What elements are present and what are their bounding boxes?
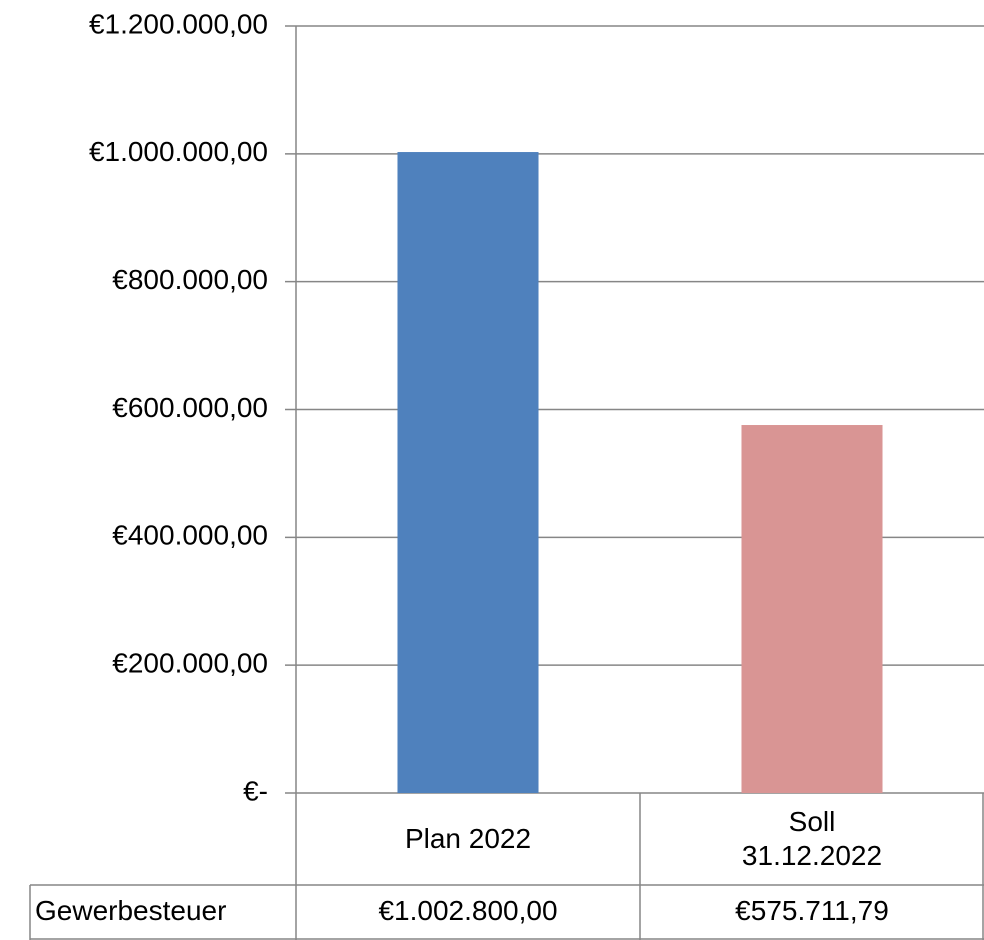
y-tick-label: €1.000.000,00 xyxy=(89,136,268,167)
x-tick-label: Plan 2022 xyxy=(404,823,532,854)
value-label: €575.711,79 xyxy=(735,895,889,926)
y-tick-label: €200.000,00 xyxy=(112,648,268,679)
category-cell: Plan 2022 xyxy=(404,823,532,854)
y-tick-label: €600.000,00 xyxy=(112,392,268,423)
x-tick-label: Soll 31.12.2022 xyxy=(741,806,883,871)
value-label: €1.002.800,00 xyxy=(378,895,557,926)
series-name: Gewerbesteuer xyxy=(35,895,226,926)
y-tick-label: €800.000,00 xyxy=(112,264,268,295)
y-tick-label: €1.200.000,00 xyxy=(89,8,268,39)
category-cell: Soll 31.12.2022 xyxy=(741,806,883,871)
y-tick-label: €- xyxy=(243,775,268,806)
y-tick-label: €400.000,00 xyxy=(112,520,268,551)
bar xyxy=(741,425,883,793)
bar xyxy=(397,152,539,793)
